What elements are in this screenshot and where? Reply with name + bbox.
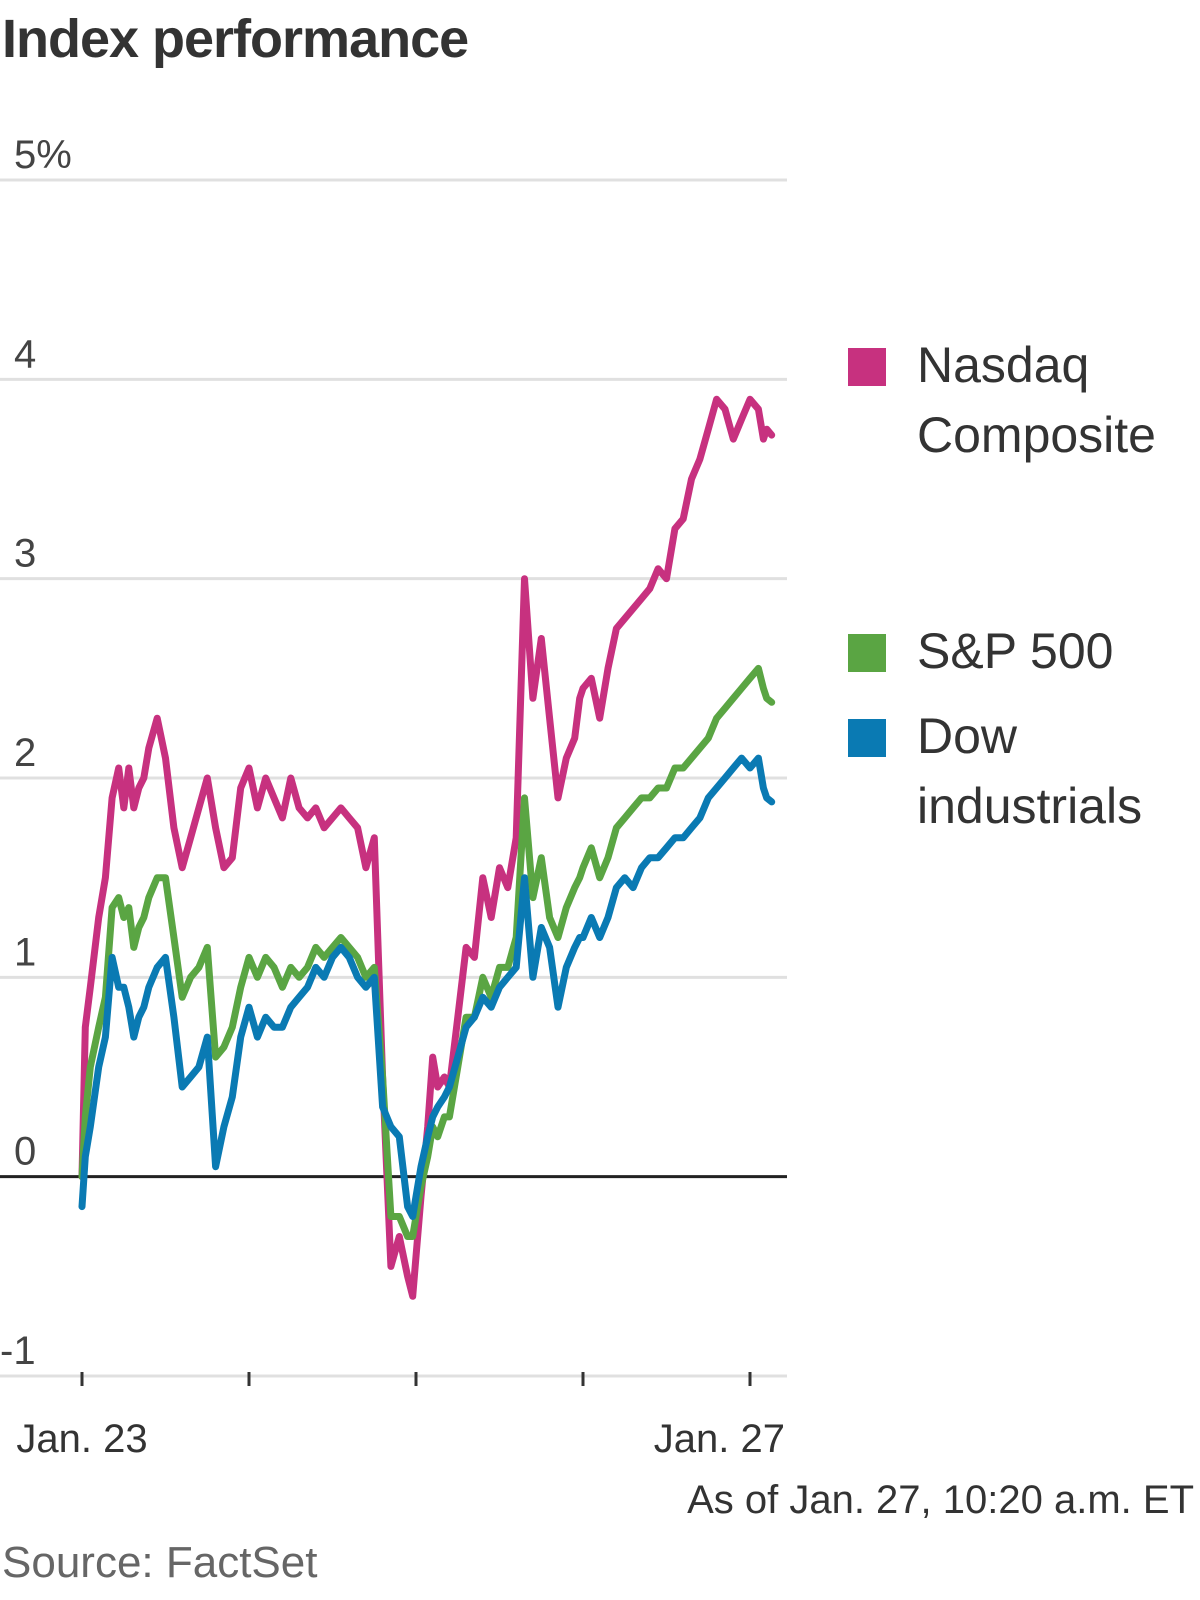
legend-swatch-nasdaq: [848, 348, 886, 386]
legend-label-dow: Dow industrials: [917, 708, 1143, 834]
as-of-timestamp: As of Jan. 27, 10:20 a.m. ET: [687, 1478, 1194, 1522]
y-tick-label: -1: [0, 1329, 36, 1373]
y-tick-label: 0: [14, 1130, 36, 1174]
legend-swatch-sp500: [848, 634, 886, 672]
legend-swatch-dow: [848, 719, 886, 757]
x-axis-ticks: Jan. 23 Jan. 27: [16, 1372, 785, 1461]
source-note: Source: FactSet: [2, 1538, 318, 1587]
chart-title: Index performance: [2, 9, 469, 69]
y-tick-label: 5%: [14, 133, 72, 177]
y-tick-label: 3: [14, 532, 36, 576]
x-tick-label: Jan. 27: [654, 1417, 785, 1461]
series-line-dow: [78, 754, 776, 1220]
legend-label-nasdaq: Nasdaq Composite: [917, 337, 1156, 463]
x-tick-label: Jan. 23: [16, 1417, 147, 1461]
y-tick-label: 2: [14, 731, 36, 775]
legend-label-sp500: S&P 500: [917, 623, 1114, 679]
y-tick-label: 1: [14, 930, 36, 974]
y-axis-ticks: -1 0 1 2 3 4 5%: [0, 133, 72, 1373]
y-tick-label: 4: [14, 332, 36, 376]
series-lines: [78, 395, 776, 1300]
